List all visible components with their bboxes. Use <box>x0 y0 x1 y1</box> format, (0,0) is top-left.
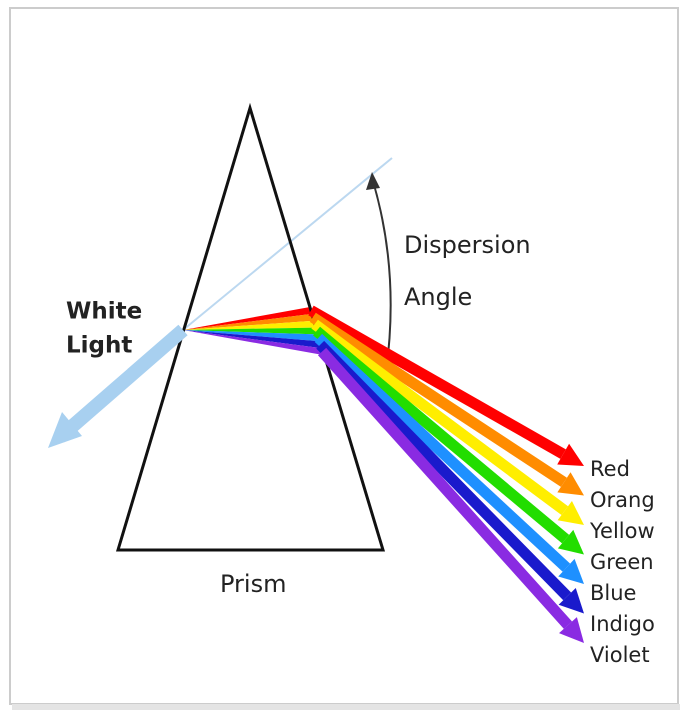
dispersion-angle-label: Angle <box>404 283 472 311</box>
prism-label: Prism <box>220 570 286 598</box>
diagram: White Light Dispersion Angle Prism Red Or… <box>0 0 690 718</box>
ray-label: Blue <box>590 581 636 605</box>
white-light-label: White <box>66 299 142 325</box>
ray-label: Orang <box>590 488 655 512</box>
ray-label: Yellow <box>589 519 655 543</box>
frame-shadow <box>12 704 680 710</box>
ray-label: Green <box>590 550 654 574</box>
ray-label: Indigo <box>590 612 655 636</box>
white-light-label: Light <box>66 333 132 359</box>
dispersion-angle-label: Dispersion <box>404 231 531 259</box>
ray-label: Red <box>590 457 630 481</box>
ray-label: Violet <box>590 643 650 667</box>
